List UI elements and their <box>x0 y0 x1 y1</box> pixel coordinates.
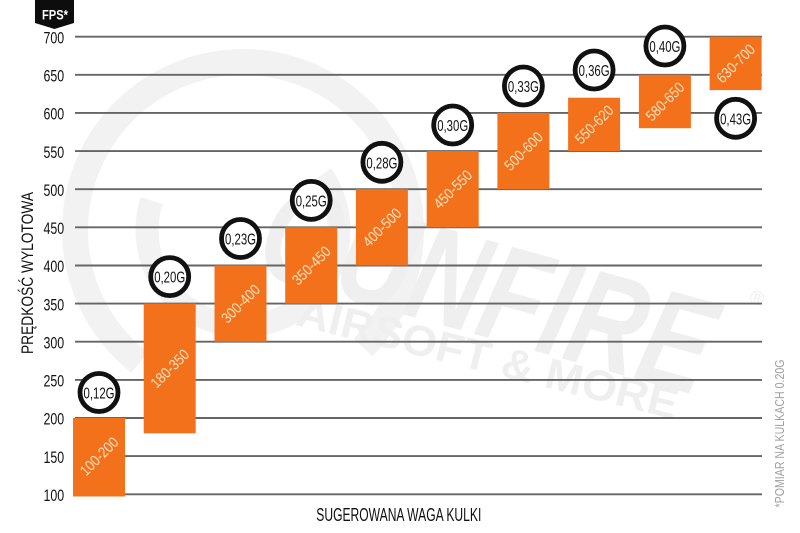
svg-text:0,12G: 0,12G <box>84 386 115 403</box>
svg-text:700: 700 <box>44 28 65 47</box>
svg-text:600: 600 <box>44 105 65 124</box>
svg-text:550: 550 <box>44 143 65 162</box>
svg-text:0,23G: 0,23G <box>225 232 256 249</box>
svg-text:PRĘDKOŚĆ WYLOTOWA: PRĘDKOŚĆ WYLOTOWA <box>18 192 37 354</box>
svg-text:250: 250 <box>44 372 65 391</box>
svg-text:0,25G: 0,25G <box>296 193 327 210</box>
svg-text:0,30G: 0,30G <box>437 118 468 135</box>
svg-text:400: 400 <box>44 257 65 276</box>
svg-text:100: 100 <box>44 486 65 505</box>
svg-text:300: 300 <box>44 333 65 352</box>
svg-text:650: 650 <box>44 67 65 86</box>
svg-text:200: 200 <box>44 410 65 429</box>
svg-text:0,20G: 0,20G <box>154 270 185 287</box>
svg-text:0,33G: 0,33G <box>508 79 539 96</box>
svg-text:0,28G: 0,28G <box>366 155 397 172</box>
svg-text:0,43G: 0,43G <box>720 111 751 128</box>
svg-text:®: ® <box>747 286 767 311</box>
svg-text:450: 450 <box>44 219 65 238</box>
svg-text:350: 350 <box>44 295 65 314</box>
svg-text:500: 500 <box>44 181 65 200</box>
svg-text:0,36G: 0,36G <box>579 63 610 80</box>
svg-text:150: 150 <box>44 448 65 467</box>
svg-text:FPS*: FPS* <box>42 8 69 23</box>
svg-text:*POMIAR NA KULKACH 0.20G: *POMIAR NA KULKACH 0.20G <box>773 360 787 508</box>
svg-text:SUGEROWANA WAGA KULKI: SUGEROWANA WAGA KULKI <box>316 505 481 525</box>
svg-text:0,40G: 0,40G <box>649 39 680 56</box>
